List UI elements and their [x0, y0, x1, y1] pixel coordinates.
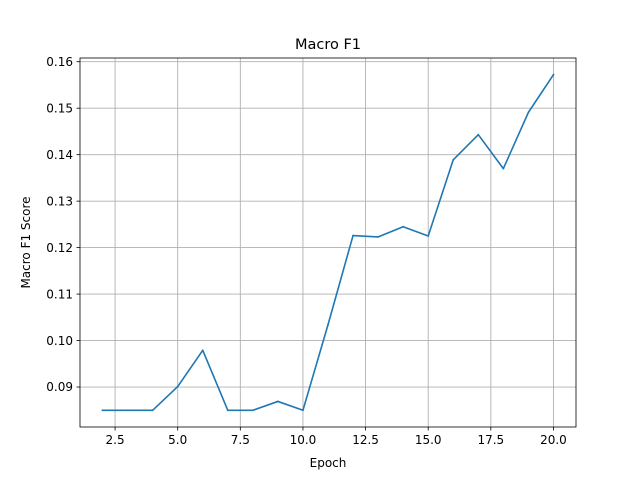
- data-point: [377, 236, 380, 238]
- data-point: [201, 349, 204, 352]
- x-tick-label: 17.5: [477, 433, 504, 447]
- data-point: [276, 400, 279, 403]
- y-tick-label: 0.13: [46, 194, 73, 208]
- x-tick-label: 20.0: [540, 433, 567, 447]
- x-tick-label: 7.5: [231, 433, 250, 447]
- data-point: [151, 409, 154, 412]
- data-point: [302, 409, 304, 412]
- data-point: [101, 409, 104, 412]
- data-point: [251, 409, 254, 412]
- chart-title: Macro F1: [295, 37, 361, 53]
- data-point: [352, 234, 354, 237]
- y-tick-label: 0.10: [46, 334, 73, 348]
- data-point: [477, 133, 480, 136]
- y-tick-label: 0.12: [46, 241, 73, 255]
- y-tick-label: 0.16: [46, 55, 73, 69]
- data-point: [226, 409, 229, 412]
- y-axis-title: Macro F1 Score: [19, 196, 33, 288]
- x-tick-label: 2.5: [106, 433, 125, 447]
- y-tick-label: 0.09: [46, 380, 73, 394]
- y-tick-label: 0.15: [46, 101, 73, 115]
- data-point: [176, 385, 179, 388]
- data-point: [126, 409, 129, 412]
- data-point: [327, 323, 329, 326]
- x-tick-label: 5.0: [168, 433, 187, 447]
- data-point: [427, 235, 430, 237]
- data-point: [402, 225, 405, 228]
- data-point: [452, 158, 455, 161]
- series-layer: [101, 73, 555, 412]
- data-point: [552, 73, 555, 76]
- y-tick-label: 0.11: [46, 287, 73, 301]
- plot-frame: [79, 57, 577, 428]
- data-point: [527, 111, 530, 114]
- tick-layer: 2.5 5.0 7.5 10.0 12.5 15.0 17.5 20.0 0.09 0.10 0.1…: [46, 55, 567, 447]
- x-axis-title: Epoch: [310, 456, 347, 470]
- x-tick-label: 12.5: [352, 433, 379, 447]
- x-tick-label: 10.0: [290, 433, 317, 447]
- x-tick-label: 15.0: [415, 433, 442, 447]
- data-point: [502, 167, 505, 170]
- y-tick-label: 0.14: [46, 148, 73, 162]
